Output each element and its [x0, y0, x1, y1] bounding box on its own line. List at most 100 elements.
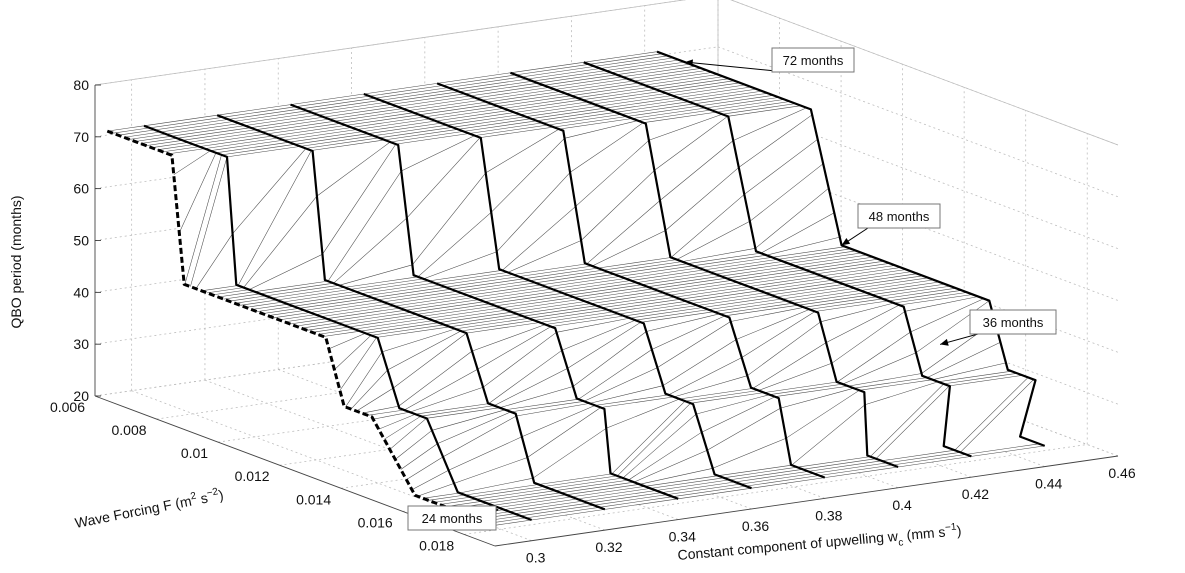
surface-mesh-line — [898, 456, 972, 468]
x-tick-label: 0.46 — [1108, 465, 1135, 481]
surface-mesh-line — [221, 144, 295, 156]
surface-mesh-line — [290, 318, 327, 325]
surface-profile-line — [106, 129, 496, 527]
surface-mesh-line — [659, 140, 734, 201]
surface-mesh-line — [310, 301, 384, 313]
surface-mesh-line — [535, 271, 609, 284]
surface-mesh-line — [693, 254, 767, 267]
surface-mesh-line — [716, 101, 790, 113]
surface-mesh-line — [430, 108, 504, 120]
surface-mesh-line — [625, 267, 699, 279]
surface-mesh-line — [585, 290, 659, 302]
z-tick-label: 60 — [73, 181, 89, 197]
surface-mesh-line — [408, 99, 482, 111]
surface-mesh-line — [391, 93, 465, 105]
surface-mesh-line — [452, 116, 526, 128]
surface-mesh-line — [526, 68, 601, 80]
surface-mesh-line — [442, 74, 517, 86]
surface-mesh-line — [397, 95, 471, 107]
surface-mesh-line — [582, 490, 657, 502]
surface-mesh-line — [736, 309, 810, 340]
surface-mesh-line — [195, 233, 233, 289]
surface-mesh-line — [492, 494, 567, 506]
surface-mesh-line — [345, 351, 383, 408]
surface-mesh-line — [179, 152, 217, 233]
surface-mesh-line — [661, 481, 735, 493]
surface-mesh-line — [722, 103, 796, 115]
surface-profile-line — [436, 82, 826, 479]
surface-mesh-line — [538, 72, 612, 84]
surface-mesh-line — [633, 450, 708, 483]
surface-mesh-line — [453, 78, 528, 90]
y-tick-label: 0.01 — [181, 445, 208, 461]
surface-mesh-line — [284, 316, 322, 323]
surface-mesh-line — [350, 369, 388, 410]
surface-mesh-line — [489, 292, 564, 305]
surface-mesh-line — [718, 464, 792, 476]
z-tick-label: 50 — [73, 233, 89, 249]
surface-mesh-line — [307, 100, 381, 112]
surface-mesh-line — [748, 275, 822, 287]
surface-mesh-line — [616, 63, 691, 75]
surface-mesh-line — [619, 265, 694, 277]
surface-mesh-line — [719, 302, 793, 315]
surface-mesh-line — [642, 273, 716, 285]
surface-mesh-line — [531, 509, 605, 521]
surface-mesh-line — [529, 269, 604, 281]
surface-mesh-line — [711, 99, 785, 111]
surface-mesh-line — [305, 137, 380, 149]
surface-mesh-line — [799, 256, 874, 268]
surface-mesh-line — [374, 87, 449, 99]
surface-mesh-line — [434, 272, 508, 284]
surface-mesh-line — [566, 484, 640, 496]
surface-mesh-line — [459, 477, 533, 494]
surface-mesh-line — [534, 309, 608, 321]
surface-mesh-line — [781, 288, 856, 300]
surface-mesh-line — [464, 82, 539, 95]
surface-mesh-line — [749, 163, 824, 222]
surface-mesh-line — [474, 124, 548, 136]
surface-mesh-line — [373, 124, 447, 137]
surface-mesh-line — [730, 307, 805, 322]
surface-mesh-line — [384, 129, 459, 141]
surface-mesh-line — [367, 409, 405, 416]
surface-mesh-line — [321, 305, 395, 317]
surface-mesh-line — [107, 125, 145, 132]
surface-mesh-line — [146, 140, 183, 146]
surface-mesh-line — [899, 294, 973, 306]
surface-mesh-line — [791, 404, 866, 466]
surface-mesh-line — [603, 259, 677, 271]
surface-mesh-line — [454, 457, 528, 484]
annotation-label: 48 months — [869, 209, 930, 224]
surface-mesh-line — [755, 187, 829, 249]
surface-mesh-line — [644, 475, 719, 487]
surface-mesh-line — [251, 303, 289, 310]
surface-mesh-line — [536, 109, 611, 122]
surface-mesh-line — [229, 295, 266, 302]
surface-mesh-line — [300, 135, 374, 147]
surface-mesh-line — [557, 280, 632, 292]
surface-mesh-line — [427, 307, 502, 319]
surface-mesh-line — [182, 129, 257, 141]
surface-mesh-line — [417, 483, 455, 497]
surface-mesh-line — [597, 257, 672, 269]
surface-mesh-line — [888, 290, 962, 302]
surface-mesh-line — [296, 95, 370, 107]
surface-mesh-line — [378, 413, 416, 430]
surface-mesh-line — [744, 139, 818, 195]
surface-mesh-line — [283, 129, 358, 141]
surface-mesh-line — [383, 291, 457, 303]
surface-mesh-line — [333, 217, 408, 284]
surface-mesh-line — [837, 331, 911, 383]
surface-mesh-line — [628, 431, 702, 481]
surface-mesh-line — [842, 352, 917, 385]
surface-mesh-line — [289, 131, 363, 143]
x-tick-label: 0.42 — [962, 486, 989, 502]
surface-mesh-line — [395, 133, 470, 145]
surface-mesh-line — [399, 297, 474, 309]
surface-mesh-line — [814, 300, 889, 312]
surface-mesh-line — [586, 200, 661, 265]
surface-mesh-line — [355, 280, 430, 292]
x-tick-label: 0.36 — [742, 518, 769, 534]
surface-mesh-line — [362, 405, 399, 414]
